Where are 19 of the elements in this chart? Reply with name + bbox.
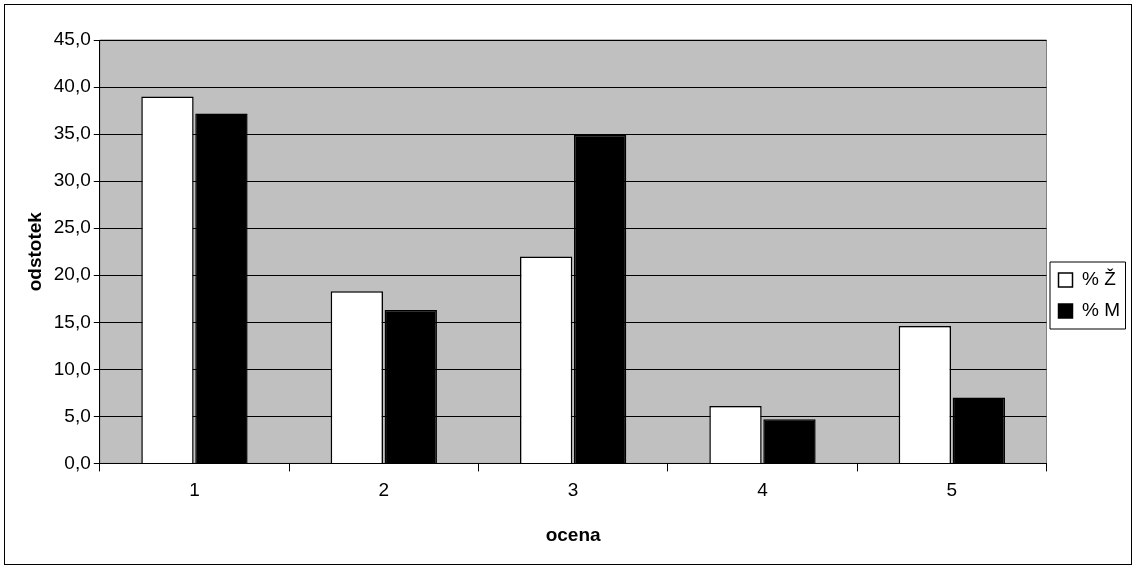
y-tick-label: 15,0: [53, 310, 91, 332]
legend-label: % M: [1082, 299, 1120, 321]
x-axis-title: ocena: [545, 523, 602, 545]
y-tick-label: 45,0: [53, 28, 91, 50]
y-tick-label: 5,0: [64, 404, 91, 426]
x-tick-label: 3: [567, 479, 579, 501]
y-tick-label: 20,0: [53, 263, 91, 285]
y-tick-label: 10,0: [53, 357, 91, 379]
legend-label: % Ž: [1082, 268, 1117, 290]
y-tick-label: 0,0: [64, 451, 91, 473]
y-tick-label: 35,0: [53, 122, 91, 144]
x-tick-label: 4: [757, 479, 769, 501]
x-tick-label: 5: [946, 479, 958, 501]
y-axis-title: odstotek: [23, 211, 45, 292]
x-tick-label: 1: [189, 479, 200, 501]
y-tick-label: 30,0: [53, 169, 91, 191]
x-tick-label: 2: [378, 479, 390, 501]
y-tick-label: 25,0: [53, 216, 91, 238]
y-tick-label: 40,0: [53, 75, 91, 97]
